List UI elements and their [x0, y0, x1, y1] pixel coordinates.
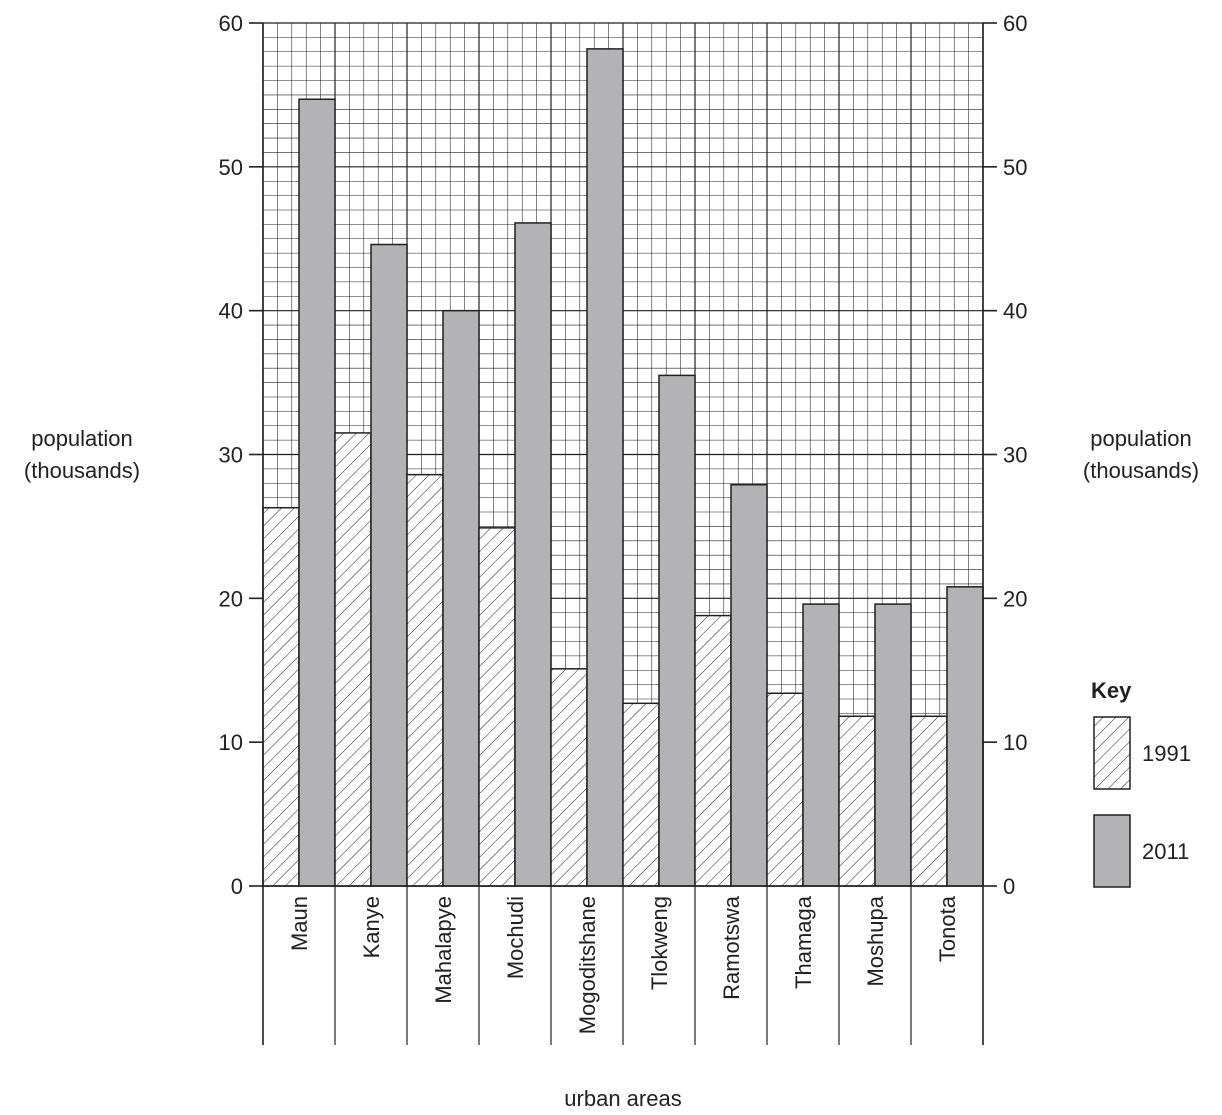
left-y-tick-label: 50 — [219, 155, 243, 180]
bar-2011 — [298, 98, 336, 887]
left-y-tick-label: 20 — [219, 586, 243, 611]
bar-2011 — [946, 586, 984, 887]
bar-2011 — [658, 374, 696, 887]
legend-label-1991: 1991 — [1142, 741, 1191, 766]
right-ylabel-line1: population — [1090, 426, 1192, 451]
x-tick-label: Moshupa — [863, 895, 888, 986]
bar-2011 — [370, 243, 408, 887]
bar-1991 — [694, 614, 732, 887]
bar-1991 — [838, 715, 876, 887]
right-ylabel-line2: (thousands) — [1083, 458, 1199, 483]
bar-2011 — [514, 222, 552, 887]
bar-2011 — [586, 48, 624, 887]
right-y-tick-label: 10 — [1003, 730, 1027, 755]
x-tick-label: Mahalapye — [431, 896, 456, 1004]
bar-1991 — [910, 715, 948, 887]
right-y-tick-label: 0 — [1003, 874, 1015, 899]
x-tick-label: Thamaga — [791, 895, 816, 989]
right-y-tick-label: 60 — [1003, 11, 1027, 36]
bar-1991 — [766, 692, 804, 887]
bar-1991 — [622, 702, 660, 887]
right-y-tick-label: 40 — [1003, 299, 1027, 324]
bars — [262, 48, 984, 887]
legend-title: Key — [1091, 678, 1132, 703]
legend-swatch-2011 — [1093, 814, 1131, 888]
bar-1991 — [262, 506, 300, 887]
left-y-tick-label: 60 — [219, 11, 243, 36]
x-tick-label: Maun — [287, 896, 312, 951]
left-ylabel-line1: population — [31, 426, 133, 451]
legend: Key 1991 2011 — [1091, 678, 1191, 888]
left-y-tick-label: 10 — [219, 730, 243, 755]
x-tick-label: Mochudi — [503, 896, 528, 979]
legend-label-2011: 2011 — [1142, 839, 1189, 864]
bar-2011 — [730, 483, 768, 887]
bar-2011 — [802, 603, 840, 887]
right-y-tick-label: 30 — [1003, 443, 1027, 468]
x-tick-label: Kanye — [359, 896, 384, 958]
bar-1991 — [334, 432, 372, 887]
bar-1991 — [478, 527, 516, 887]
axes: 0 0 10 10 20 20 30 30 40 40 50 50 60 60 Maun Kanye Mahal… — [219, 11, 1027, 1045]
left-y-tick-label: 30 — [219, 443, 243, 468]
bar-2011 — [442, 309, 480, 887]
bar-1991 — [550, 668, 588, 887]
bar-1991 — [406, 473, 444, 887]
x-axis-label: urban areas — [564, 1086, 681, 1111]
x-tick-label: Tlokweng — [647, 896, 672, 990]
right-y-tick-label: 50 — [1003, 155, 1027, 180]
x-tick-label: Mogoditshane — [575, 896, 600, 1034]
left-ylabel-line2: (thousands) — [24, 458, 140, 483]
legend-swatch-1991 — [1093, 716, 1131, 790]
right-y-tick-label: 20 — [1003, 586, 1027, 611]
x-tick-label: Tonota — [935, 895, 960, 962]
bar-2011 — [874, 603, 912, 887]
x-tick-label: Ramotswa — [719, 895, 744, 1000]
left-y-tick-label: 40 — [219, 299, 243, 324]
left-y-tick-label: 0 — [231, 874, 243, 899]
